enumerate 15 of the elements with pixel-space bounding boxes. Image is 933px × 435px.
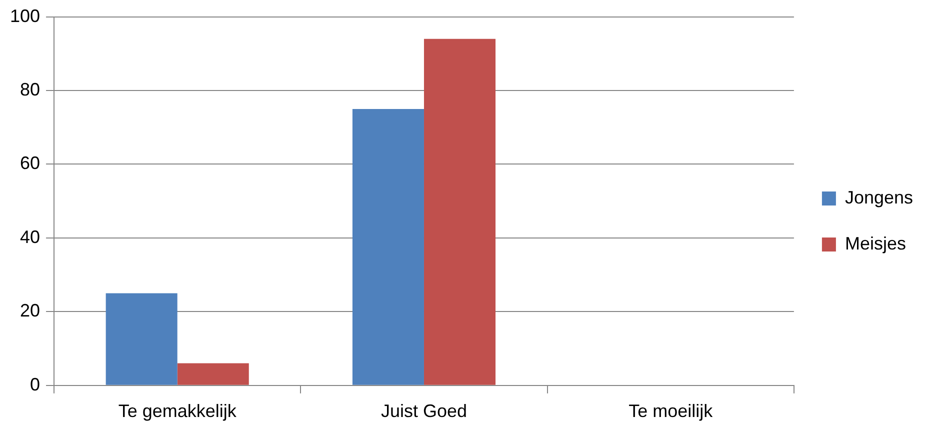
- y-tick-label: 20: [20, 300, 40, 321]
- x-tick-label: Te moeilijk: [628, 401, 714, 422]
- y-tick-label: 40: [20, 226, 40, 247]
- x-tick-label: Juist Goed: [380, 401, 468, 422]
- bar: [424, 38, 496, 385]
- bar: [177, 363, 249, 385]
- bar: [106, 293, 178, 385]
- y-tick-label: 60: [20, 153, 40, 174]
- y-tick-label: 0: [30, 374, 40, 394]
- bar: [352, 108, 424, 385]
- x-tick-label: Te gemakkelijk: [118, 401, 238, 422]
- y-tick-label: 80: [20, 79, 40, 100]
- legend-label: Meisjes: [844, 233, 906, 254]
- y-tick-label: 100: [10, 6, 40, 26]
- legend-label: Jongens: [844, 187, 914, 208]
